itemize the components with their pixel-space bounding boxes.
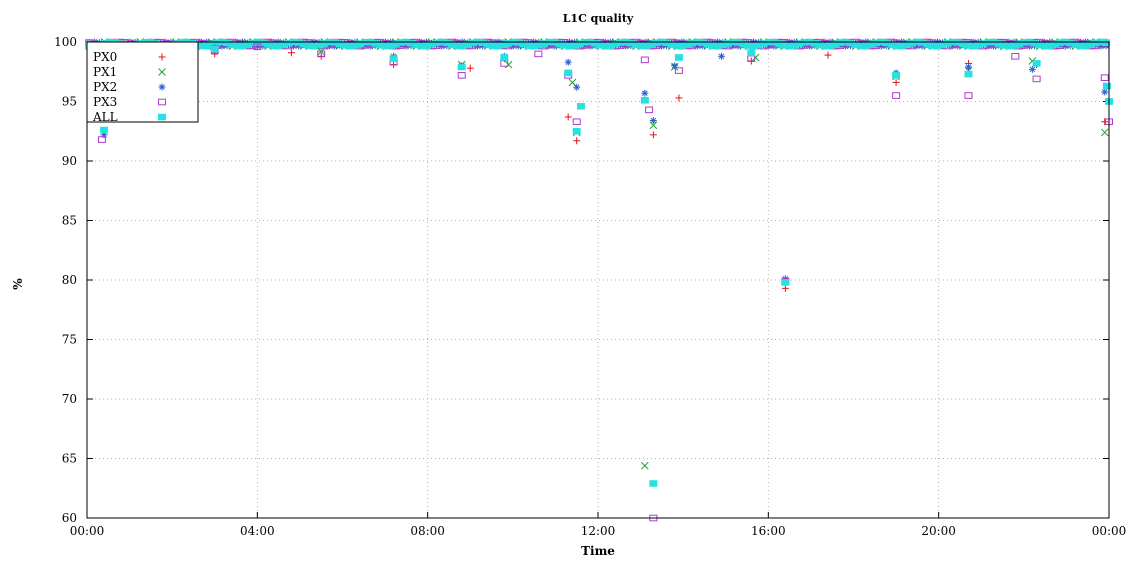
data-point-px2 — [641, 89, 649, 97]
data-point-all — [1102, 82, 1111, 90]
y-tick-label: 85 — [62, 214, 77, 228]
y-axis-label: % — [11, 278, 25, 290]
data-point-px1 — [640, 461, 649, 470]
data-point-px2 — [717, 52, 725, 60]
legend-label: PX0 — [93, 50, 117, 64]
data-point-px3 — [253, 43, 262, 51]
ticks-layer: 60 65 70 75 80 85 90 95 100 00:00 04:00 08:00 12:00 1… — [54, 35, 1126, 538]
data-point-px2 — [964, 63, 972, 71]
data-point-px2 — [564, 58, 572, 66]
y-tick-label: 95 — [62, 95, 77, 109]
data-point-px3 — [97, 136, 106, 143]
data-point-px3 — [1032, 75, 1041, 83]
data-point-px2 — [1028, 65, 1036, 73]
legend-box — [86, 41, 199, 123]
data-point-all — [500, 54, 509, 61]
data-point-px0 — [781, 284, 789, 292]
data-point-all — [781, 279, 790, 286]
baseline-point-all — [1102, 39, 1111, 47]
x-tick-label: 04:00 — [240, 524, 275, 538]
data-point-px0 — [892, 78, 900, 86]
data-point-all — [210, 45, 219, 53]
data-point-px3 — [317, 50, 326, 58]
data-point-all — [457, 63, 466, 71]
data-point-all — [892, 72, 901, 79]
x-tick-label: 12:00 — [581, 524, 616, 538]
data-point-px3 — [892, 92, 901, 99]
x-tick-label: 08:00 — [410, 524, 445, 538]
plot-frame — [86, 41, 1110, 519]
data-point-all — [389, 55, 398, 62]
data-point-px3 — [1011, 52, 1020, 60]
legend-marker-px0 — [158, 53, 166, 61]
data-point-all — [674, 54, 683, 61]
x-axis-label: Time — [581, 544, 615, 558]
x-tick-label: 00:00 — [1092, 524, 1127, 538]
data-point-px0 — [564, 113, 572, 121]
data-point-px2 — [573, 83, 581, 91]
data-point-all — [640, 97, 649, 104]
y-tick-label: 80 — [62, 273, 77, 287]
data-point-px3 — [1100, 74, 1109, 82]
chart-title: L1C quality — [563, 12, 634, 25]
data-point-px0 — [675, 94, 683, 102]
y-tick-label: 100 — [54, 35, 77, 49]
y-tick-label: 75 — [62, 333, 77, 347]
data-point-px0 — [287, 49, 295, 57]
data-point-all — [564, 69, 573, 77]
data-point-px3 — [457, 72, 466, 79]
data-point-px0 — [1101, 118, 1109, 126]
data-point-all — [100, 126, 109, 134]
data-point-px0 — [649, 131, 657, 139]
y-tick-label: 65 — [62, 452, 77, 466]
series-px3 — [91, 43, 1113, 522]
legend-marker-px1 — [158, 68, 166, 76]
data-point-px3 — [674, 67, 683, 74]
data-point-px3 — [964, 92, 973, 99]
data-point-px1 — [504, 60, 513, 69]
legend-label: ALL — [92, 110, 118, 124]
data-point-all — [1032, 60, 1041, 67]
grid-layer — [87, 42, 1109, 518]
data-point-px0 — [824, 51, 832, 59]
data-point-px1 — [1100, 128, 1109, 137]
data-point-px3 — [640, 56, 649, 64]
legend-marker-all — [158, 113, 166, 121]
y-tick-label: 90 — [62, 154, 77, 168]
data-point-px0 — [573, 137, 581, 145]
legend-label: PX1 — [93, 65, 117, 79]
x-tick-label: 00:00 — [70, 524, 105, 538]
data-point-all — [572, 127, 581, 135]
legend-label: PX3 — [93, 95, 117, 109]
data-point-px3 — [534, 50, 543, 58]
data-point-px0 — [466, 64, 474, 72]
data-point-all — [649, 480, 658, 487]
x-tick-label: 20:00 — [921, 524, 956, 538]
data-point-all — [747, 49, 756, 57]
data-point-px2 — [649, 117, 657, 125]
y-tick-label: 60 — [62, 511, 77, 525]
legend-label: PX2 — [93, 80, 117, 94]
data-point-all — [576, 102, 585, 110]
data-point-px2 — [1101, 88, 1109, 96]
data-point-px3 — [572, 118, 581, 126]
data-point-all — [964, 70, 973, 78]
y-tick-label: 70 — [62, 392, 77, 406]
x-tick-label: 16:00 — [751, 524, 786, 538]
legend-marker-px3 — [158, 98, 166, 106]
data-point-px3 — [645, 106, 654, 114]
legend-marker-px2 — [158, 83, 166, 91]
